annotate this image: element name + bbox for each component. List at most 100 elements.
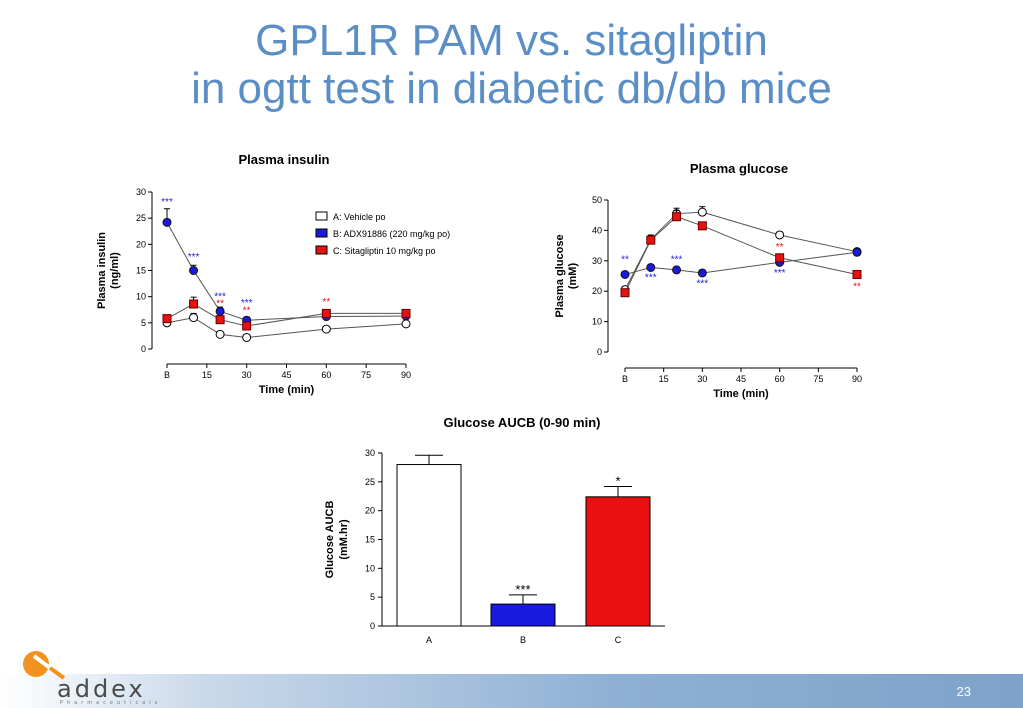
chart2-y-label: Glucose AUCB	[324, 501, 336, 579]
chart0-x-label: Time (min)	[259, 384, 315, 396]
chart0-y-tick-label: 10	[136, 292, 146, 302]
chart1-point	[697, 221, 707, 231]
chart1-point	[620, 269, 630, 279]
chart0-significance-label: **	[243, 305, 251, 316]
chart2-y-tick-label: 10	[365, 563, 375, 573]
chart0-point	[401, 319, 411, 329]
chart1-y-tick-label: 40	[592, 225, 602, 235]
chart0-point	[215, 315, 225, 325]
slide-title-line1: GPL1R PAM vs. sitagliptin	[255, 16, 768, 65]
chart1-series-line	[624, 211, 858, 290]
chart2-bar	[490, 603, 556, 627]
chart0-point	[321, 324, 331, 334]
chart0-title: Plasma insulin	[238, 152, 329, 167]
chart1-point	[775, 230, 785, 240]
chart2-y-tick-label: 25	[365, 477, 375, 487]
chart1-point	[852, 247, 862, 257]
chart2-y-tick-label: 5	[370, 592, 375, 602]
chart1-significance-label: ***	[696, 279, 708, 290]
chart1-point	[775, 253, 785, 263]
logo-text: addex	[57, 675, 146, 703]
chart0-x-tick-label: 45	[281, 370, 291, 380]
chart0-x-tick-label: 30	[242, 370, 252, 380]
chart0-significance-label: ***	[161, 197, 173, 208]
chart0-x-tick-label: B	[164, 370, 170, 380]
chart0-y-tick-label: 15	[136, 266, 146, 276]
chart2-y-tick-label: 15	[365, 535, 375, 545]
chart2-bar	[585, 496, 651, 627]
chart0-significance-label: **	[216, 299, 224, 310]
chart1-y-tick-label: 30	[592, 256, 602, 266]
chart1-series-line	[624, 216, 858, 293]
chart0-significance-label: ***	[188, 252, 200, 263]
chart1-y-label-unit: (mM)	[567, 263, 579, 290]
chart0-y-label-unit: (ng/ml)	[109, 252, 121, 289]
chart2-significance-label: ***	[515, 582, 530, 597]
chart1-point	[646, 262, 656, 272]
charts-canvas: Plasma insulin 0 5 10 15 20 25 30 B 15 30 45 60 75 90 T…	[96, 152, 862, 645]
chart1-significance-label: **	[776, 242, 784, 253]
chart0-y-tick-label: 20	[136, 239, 146, 249]
chart0-y-tick-label: 30	[136, 187, 146, 197]
chart1-point	[697, 207, 707, 217]
slide-title-line2: in ogtt test in diabetic db/db mice	[191, 64, 832, 113]
addex-logo-icon	[23, 651, 68, 680]
chart0-legend-label: A: Vehicle po	[333, 212, 386, 222]
chart2-y-label-unit: (mM.hr)	[338, 519, 350, 560]
chart0-point	[321, 308, 331, 318]
chart1-y-tick-label: 20	[592, 286, 602, 296]
chart0-y-tick-label: 5	[141, 318, 146, 328]
chart1-title: Plasma glucose	[690, 161, 788, 176]
chart1-point	[697, 268, 707, 278]
chart0-y-label: Plasma insulin	[96, 232, 108, 309]
chart1-y-label: Plasma glucose	[554, 234, 566, 317]
chart0-point	[162, 217, 172, 227]
chart0-point	[242, 332, 252, 342]
page-number: 23	[956, 684, 971, 699]
chart0-y-tick-label: 0	[141, 344, 146, 354]
chart0-point	[401, 308, 411, 318]
chart0-significance-label: ***	[241, 298, 253, 309]
chart1-series-line	[624, 251, 858, 275]
chart1-y-tick-label: 10	[592, 317, 602, 327]
chart1-x-tick-label: 30	[697, 374, 707, 384]
chart0-x-tick-label: 60	[321, 370, 331, 380]
chart0-series-line	[166, 303, 406, 327]
chart1-point	[852, 269, 862, 279]
logo-subtext: Pharmaceuticals	[60, 700, 162, 706]
chart0-legend-label: C: Sitagliptin 10 mg/kg po	[333, 246, 436, 256]
chart2-title: Glucose AUCB (0-90 min)	[444, 415, 601, 430]
chart2-significance-label: *	[615, 473, 620, 488]
chart1-significance-label: ***	[671, 254, 683, 265]
chart1-significance-label: ***	[774, 268, 786, 279]
chart0-legend-label: B: ADX91886 (220 mg/kg po)	[333, 229, 450, 239]
chart2-y-tick-label: 20	[365, 506, 375, 516]
chart1-significance-label: **	[853, 282, 861, 293]
chart1-significance-label: **	[621, 254, 629, 265]
chart0-series-line	[166, 222, 407, 321]
chart2-y-tick-label: 0	[370, 621, 375, 631]
chart1-significance-label: ***	[645, 273, 657, 284]
chart0-point	[189, 313, 199, 323]
chart1-point	[646, 235, 656, 245]
chart0-point	[162, 314, 172, 324]
chart2-category-label: A	[426, 635, 432, 645]
chart0-legend-swatch	[315, 245, 328, 255]
chart0-point	[189, 266, 199, 275]
chart2-category-label: C	[615, 635, 622, 645]
chart1-x-tick-label: 45	[736, 374, 746, 384]
chart1-y-tick-label: 50	[592, 195, 602, 205]
chart0-x-tick-label: 15	[202, 370, 212, 380]
chart0-y-tick-label: 25	[136, 213, 146, 223]
chart1-x-label: Time (min)	[713, 388, 769, 400]
chart0-legend-swatch	[315, 228, 328, 238]
chart0-point	[215, 329, 225, 339]
chart0-series-line	[166, 317, 407, 338]
chart2-y-tick-label: 30	[365, 448, 375, 458]
chart1-point	[620, 288, 630, 298]
chart0-x-tick-label: 75	[361, 370, 371, 380]
chart1-x-tick-label: 15	[659, 374, 669, 384]
chart2-category-label: B	[520, 635, 526, 645]
chart1-x-tick-label: 90	[852, 374, 862, 384]
chart1-point	[672, 265, 682, 275]
